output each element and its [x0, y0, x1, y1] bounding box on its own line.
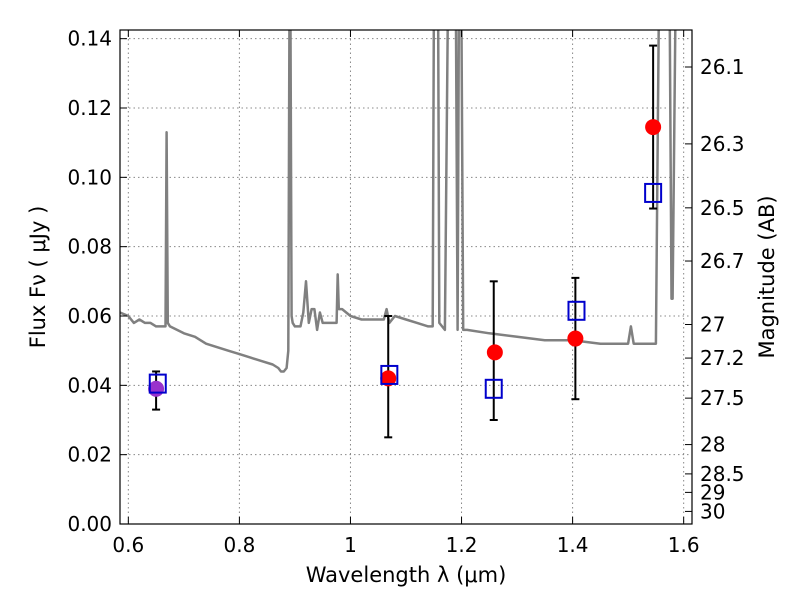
magnitude-tick-label: 27 [700, 313, 725, 337]
magnitude-tick-label: 26.5 [700, 196, 745, 220]
y-axis-label: Flux Fν ( μJy ) [26, 206, 50, 349]
x-axis-label: Wavelength λ (μm) [306, 563, 507, 587]
y-tick-label: 0.06 [67, 304, 112, 328]
x-tick-label: 1.4 [557, 533, 589, 557]
grid [120, 30, 692, 525]
y-tick-label: 0.02 [67, 443, 112, 467]
model-band-marker [644, 182, 663, 203]
model-band-marker [484, 378, 503, 399]
model-spectrum-line [120, 30, 677, 373]
plot-area [120, 30, 677, 439]
observed-point [380, 370, 397, 387]
x-tick-label: 1 [344, 533, 357, 557]
y-tick-label: 0.08 [67, 235, 112, 259]
magnitude-tick-label: 29 [700, 480, 725, 504]
plot-frame [119, 29, 693, 525]
magnitude-tick-label: 26.1 [700, 55, 745, 79]
model-band-marker [567, 300, 586, 321]
magnitude-tick-label: 28.5 [700, 462, 745, 486]
x-tick-label: 0.8 [223, 533, 255, 557]
y-tick-label: 0.00 [67, 512, 112, 536]
x-tick-label: 1.6 [668, 533, 700, 557]
x-tick-label: 1.2 [446, 533, 478, 557]
magnitude-tick-label: 26.3 [700, 132, 745, 156]
magnitude-tick-label: 30 [700, 499, 725, 523]
magnitude-tick-label: 28 [700, 433, 725, 457]
observed-point [486, 344, 503, 361]
magnitude-tick-label: 27.2 [700, 346, 745, 370]
model-band-marker [148, 373, 167, 394]
observed-point [567, 330, 584, 347]
magnitude-axis-label: Magnitude (AB) [755, 195, 779, 358]
y-tick-label: 0.14 [67, 27, 112, 51]
x-tick-label: 0.6 [112, 533, 144, 557]
y-tick-label: 0.10 [67, 165, 112, 189]
y-tick-label: 0.12 [67, 96, 112, 120]
y-tick-label: 0.04 [67, 373, 112, 397]
model-band-marker [380, 364, 399, 385]
observed-point [645, 119, 662, 136]
magnitude-tick-label: 27.5 [700, 386, 745, 410]
axis-ticks: 0.6 0.8 1 1.2 1.4 1.6 0.00 0.02 0.04 0.06 0.08 0.10… [67, 27, 744, 557]
magnitude-tick-label: 26.7 [700, 249, 745, 273]
